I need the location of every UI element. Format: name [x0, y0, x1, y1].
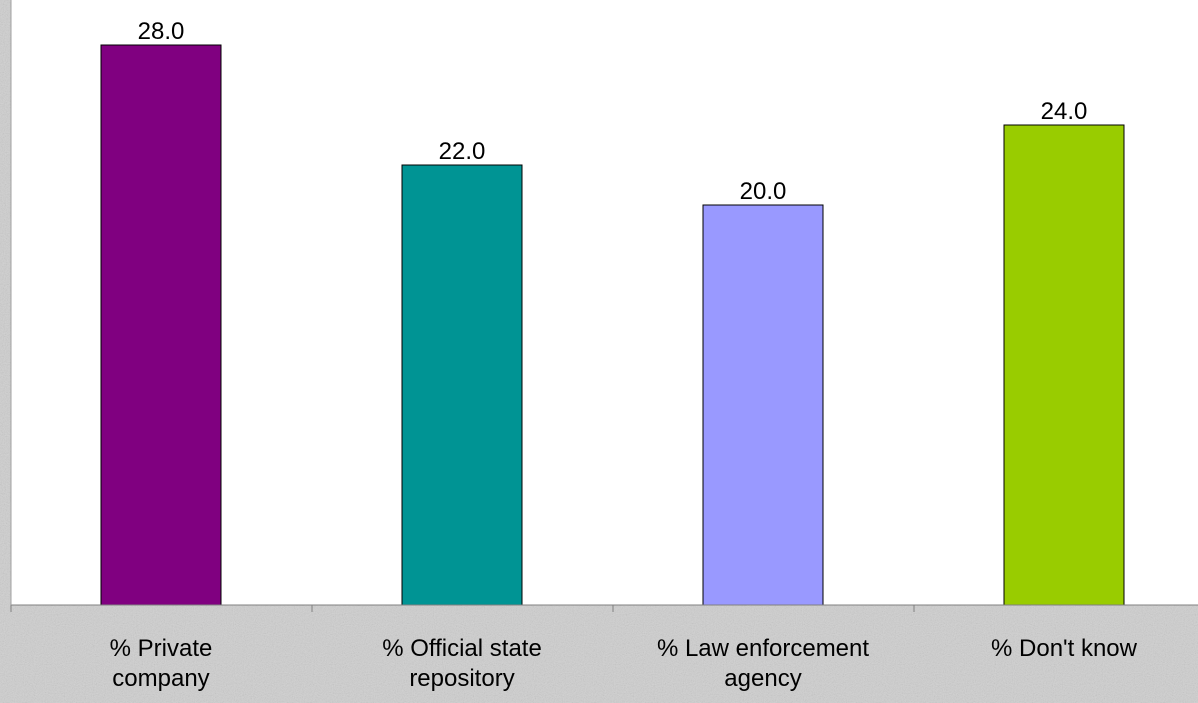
- data-label-3: 24.0: [1041, 98, 1088, 125]
- data-label-2: 20.0: [740, 178, 787, 205]
- value-labels-layer: 28.0 22.0 20.0 24.0: [138, 18, 1088, 205]
- bar-2: [702, 204, 824, 606]
- data-label-1: 22.0: [439, 138, 486, 165]
- bars-layer: [100, 44, 1125, 606]
- bar-1: [401, 164, 523, 606]
- x-tick-labels: % Private company % Official state reposito…: [110, 635, 1138, 692]
- tick-label-1: % Official state repository: [382, 635, 542, 692]
- data-label-0: 28.0: [138, 18, 185, 45]
- bar-0: [100, 44, 222, 606]
- tick-label-3: % Don't know: [991, 635, 1138, 662]
- tick-label-0: % Private company: [110, 635, 213, 692]
- x-axis: [10, 0, 1198, 612]
- tick-label-2: % Law enforcement agency: [657, 635, 869, 692]
- bar-3: [1003, 124, 1125, 606]
